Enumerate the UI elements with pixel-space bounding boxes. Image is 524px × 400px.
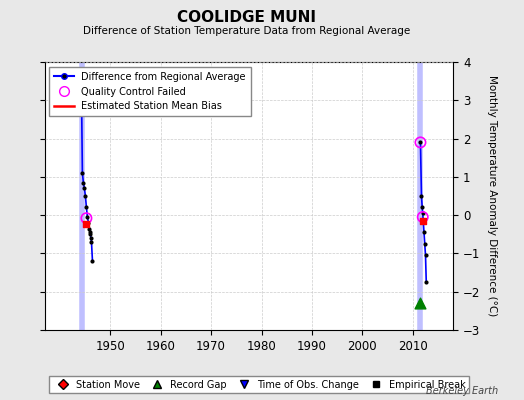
Point bbox=[420, 229, 428, 236]
Point bbox=[82, 220, 91, 227]
Point bbox=[87, 235, 95, 241]
Point bbox=[88, 258, 96, 264]
Legend: Station Move, Record Gap, Time of Obs. Change, Empirical Break: Station Move, Record Gap, Time of Obs. C… bbox=[49, 376, 469, 394]
Point bbox=[83, 214, 92, 220]
Point bbox=[416, 139, 424, 146]
Point bbox=[422, 279, 430, 285]
Text: Difference of Station Temperature Data from Regional Average: Difference of Station Temperature Data f… bbox=[83, 26, 410, 36]
Point bbox=[84, 220, 93, 226]
Point bbox=[419, 210, 427, 216]
Point bbox=[85, 225, 94, 232]
Point bbox=[416, 139, 424, 146]
Point bbox=[81, 193, 90, 199]
Point bbox=[418, 204, 427, 211]
Point bbox=[88, 239, 96, 245]
Point bbox=[419, 218, 427, 224]
Point bbox=[80, 185, 89, 192]
Point bbox=[82, 215, 91, 222]
Point bbox=[419, 214, 427, 220]
Point bbox=[421, 241, 429, 247]
Point bbox=[416, 300, 424, 306]
Point bbox=[82, 204, 91, 211]
Point bbox=[417, 193, 425, 199]
Text: Berkeley Earth: Berkeley Earth bbox=[425, 386, 498, 396]
Y-axis label: Monthly Temperature Anomaly Difference (°C): Monthly Temperature Anomaly Difference (… bbox=[487, 75, 497, 317]
Point bbox=[419, 218, 428, 224]
Point bbox=[78, 170, 86, 176]
Point bbox=[421, 252, 430, 258]
Point bbox=[86, 229, 94, 236]
Point bbox=[86, 231, 95, 238]
Text: COOLIDGE MUNI: COOLIDGE MUNI bbox=[177, 10, 316, 25]
Point bbox=[77, 78, 85, 84]
Point bbox=[79, 179, 88, 186]
